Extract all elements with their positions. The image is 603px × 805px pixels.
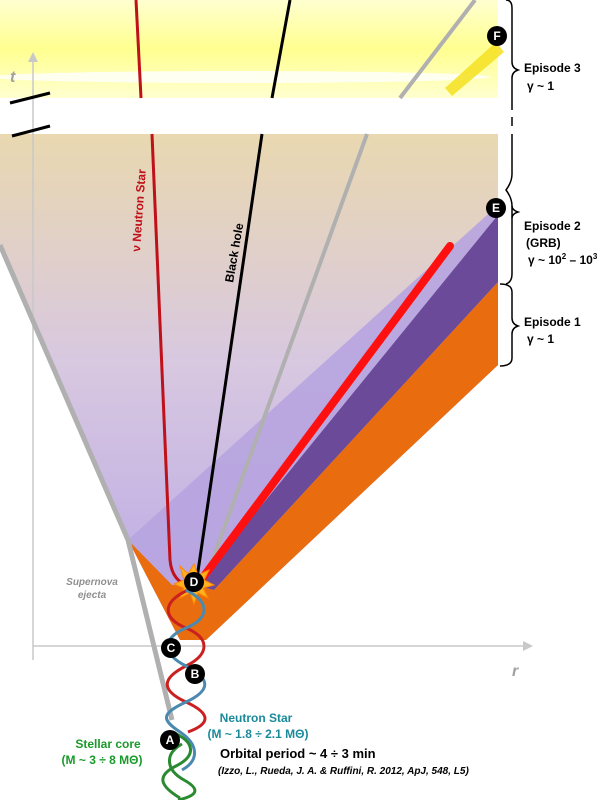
marker-F-label: F	[493, 29, 500, 43]
marker-C-label: C	[167, 641, 176, 655]
episode2-gamma: γ ~ 102 – 103	[528, 252, 598, 267]
episode1-brace	[499, 283, 521, 367]
helix-strand-blue	[165, 588, 207, 772]
episode3-glow	[0, 71, 490, 83]
episode2-brace-tail	[511, 205, 521, 219]
axis-break-mark-bottom	[11, 124, 51, 138]
radius-axis-label: r	[512, 663, 519, 680]
episode2-gamma-mid: – 10	[566, 253, 593, 267]
episode3-gamma: γ ~ 1	[527, 79, 554, 93]
time-axis-arrow	[28, 52, 38, 62]
marker-D: D	[184, 572, 204, 592]
supernova-ejecta-line	[0, 244, 175, 721]
marker-E-label: E	[492, 201, 500, 215]
black-hole-worldline	[194, 0, 292, 586]
supernova-ejecta-label-line2: ejecta	[78, 590, 107, 601]
episode2-gamma-exp1: 2	[562, 252, 567, 261]
marker-A-label: A	[166, 733, 175, 747]
marker-C: C	[161, 638, 181, 658]
supernova-ejecta-label-line1: Supernova	[66, 577, 118, 588]
episode2-gamma-exp2: 3	[593, 252, 598, 261]
citation: (Izzo, L., Rueda, J. A. & Ruffini, R. 20…	[218, 766, 469, 777]
time-axis-label: t	[10, 69, 16, 86]
episode3-flash	[445, 42, 504, 96]
purple-dark-region	[196, 215, 498, 590]
outer-grey-line-lower	[205, 133, 369, 576]
marker-B: B	[185, 664, 205, 684]
episode2-gamma-prefix: γ ~ 10	[528, 253, 562, 267]
marker-E: E	[486, 198, 506, 218]
stellar-core-label: Stellar core	[75, 737, 141, 751]
stellar-core-mass: (M ~ 3 ÷ 8 MΘ)	[62, 753, 143, 767]
radius-axis-arrow	[523, 641, 533, 651]
marker-D-label: D	[190, 575, 199, 589]
axis-break-gap	[0, 98, 510, 134]
episode1-title: Episode 1	[524, 315, 581, 329]
purple-light-region	[128, 205, 498, 640]
episode2-title: Episode 2	[524, 219, 581, 233]
episode3-title: Episode 3	[524, 61, 581, 75]
nu-neutron-star-label: ν Neutron Star	[129, 168, 149, 252]
orbital-period-label: Orbital period ~ 4 ÷ 3 min	[220, 746, 376, 761]
helix-strand-green	[161, 730, 197, 802]
marker-B-label: B	[191, 667, 200, 681]
binary-helix	[161, 588, 207, 802]
episode3-brace	[505, 0, 521, 110]
grb-jet	[194, 242, 454, 588]
marker-A: A	[160, 730, 180, 750]
episode1-gamma: γ ~ 1	[527, 332, 554, 346]
outer-grey-line-upper	[398, 0, 477, 100]
orange-region	[128, 282, 498, 640]
expansion-cone	[0, 134, 498, 640]
episode2-subtitle: (GRB)	[526, 236, 561, 250]
marker-F: F	[487, 26, 507, 46]
neutron-star-label: Neutron Star	[220, 711, 293, 725]
axis-break-mark-top	[9, 91, 51, 105]
episode3-band	[0, 0, 498, 98]
episode2-brace	[505, 134, 513, 285]
neutron-star-mass: (M ~ 1.8 ÷ 2.1 MΘ)	[208, 727, 309, 741]
